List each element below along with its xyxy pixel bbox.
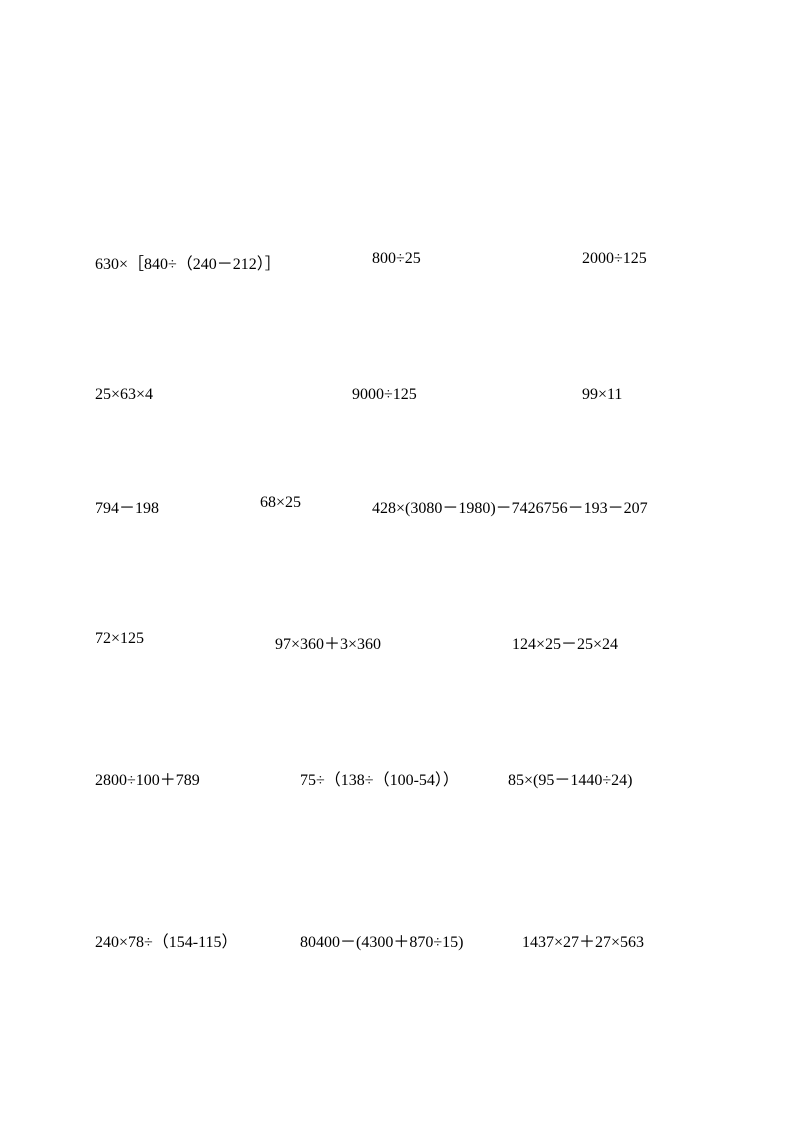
math-problem: 2000÷125 [582,250,647,268]
math-problem: 75÷（138÷（100-54）） [300,766,459,790]
math-problem: 97×360＋3×360 [275,630,381,654]
math-problem: 99×11 [582,386,622,404]
math-problem: 85×(95－1440÷24) [508,766,632,790]
math-problem: 80400－(4300＋870÷15) [300,928,463,952]
math-worksheet-page: 630×［840÷（240－212）］ 800÷25 2000÷125 25×6… [0,0,800,1132]
math-problem: 25×63×4 [95,386,153,404]
math-problem: 240×78÷（154-115） [95,928,238,952]
math-problem: 794－198 [95,494,159,518]
math-problem: 2800÷100＋789 [95,766,200,790]
math-problem: 72×125 [95,630,144,648]
math-problem: 124×25－25×24 [512,630,618,654]
math-problem: 428×(3080－1980)－7426756－193－207 [372,494,648,518]
math-problem: 68×25 [260,494,301,512]
math-problem: 630×［840÷（240－212）］ [95,250,281,274]
math-problem: 800÷25 [372,250,421,268]
math-problem: 9000÷125 [352,386,417,404]
math-problem: 1437×27＋27×563 [522,928,644,952]
